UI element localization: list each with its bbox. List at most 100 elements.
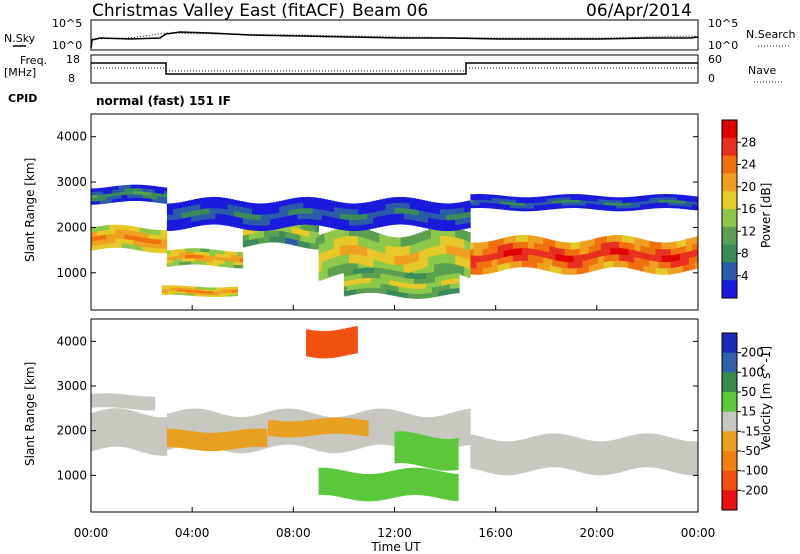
echo-cell [239, 444, 244, 449]
colorbar-tick-label: 200 [741, 346, 764, 360]
echo-cell [458, 247, 462, 257]
echo-cell [227, 257, 231, 262]
echo-cell [555, 197, 559, 201]
echo-cell [356, 422, 360, 426]
echo-cell [339, 334, 343, 341]
echo-cell [395, 271, 399, 277]
echo-cell [391, 424, 395, 432]
echo-cell [350, 274, 354, 281]
echo-cell [309, 224, 313, 232]
echo-cell [361, 227, 365, 238]
echo-cell [358, 433, 362, 442]
echo-cell [295, 430, 299, 435]
echo-cell [582, 459, 587, 467]
echo-cell [385, 416, 389, 424]
echo-cell [355, 441, 359, 450]
echo-cell [506, 255, 511, 263]
echo-cell [118, 198, 122, 202]
echo-cell [664, 255, 668, 262]
echo-cell [315, 435, 319, 444]
echo-cell [606, 199, 611, 203]
echo-cell [446, 472, 450, 479]
echo-cell [664, 261, 668, 269]
echo-cell [157, 248, 162, 254]
echo-cell [283, 421, 287, 425]
echo-cell [225, 294, 229, 297]
echo-cell [124, 188, 128, 192]
echo-cell [646, 453, 650, 461]
echo-cell [546, 198, 550, 202]
echo-cell [176, 224, 180, 231]
echo-cell [213, 294, 217, 297]
echo-cell [600, 207, 605, 211]
echo-cell [567, 196, 571, 200]
echo-cell [425, 287, 430, 294]
echo-cell [112, 396, 116, 400]
echo-cell [115, 415, 119, 424]
echo-cell [356, 288, 360, 294]
echo-cell [239, 436, 244, 441]
echo-cell [664, 267, 668, 275]
echo-cell [558, 200, 562, 204]
echo-cell [352, 477, 356, 484]
colorbar-tick-label: 100 [741, 365, 764, 379]
echo-cell [336, 223, 341, 230]
echo-cell [406, 420, 410, 429]
echo-cell [661, 448, 665, 456]
echo-cell [649, 433, 653, 441]
echo-cell [106, 416, 110, 425]
echo-cell [427, 217, 432, 224]
echo-cell [441, 290, 445, 296]
echo-cell [142, 228, 146, 234]
cpid-label: CPID [8, 92, 37, 105]
echo-cell [398, 286, 402, 293]
echo-cell [343, 427, 348, 431]
echo-cell [327, 249, 332, 260]
echo-cell [600, 204, 605, 208]
xtick-label: 16:00 [478, 526, 513, 540]
echo-cell [658, 248, 662, 256]
echo-cell [130, 230, 134, 236]
echo-cell [309, 434, 313, 442]
echo-cell [166, 225, 171, 231]
echo-cell [203, 261, 207, 265]
echo-cell [145, 415, 149, 424]
echo-cell [228, 290, 232, 293]
echo-cell [139, 398, 143, 402]
echo-cell [600, 201, 605, 205]
echo-cell [355, 263, 359, 273]
echo-cell [388, 208, 392, 215]
echo-cell [392, 280, 396, 286]
echo-cell [540, 250, 544, 257]
echo-cell [242, 443, 247, 448]
echo-cell [194, 435, 198, 440]
echo-cell [415, 416, 420, 424]
echo-cell [446, 421, 450, 429]
echo-cell [446, 445, 450, 452]
echo-cell [476, 242, 480, 250]
echo-cell [176, 425, 180, 433]
echo-cell [515, 202, 520, 206]
echo-cell [347, 280, 351, 286]
echo-cell [169, 225, 174, 231]
echo-cell [525, 235, 529, 242]
echo-cell [606, 205, 611, 209]
echo-cell [227, 254, 231, 259]
echo-cell [430, 223, 435, 230]
echo-cell [452, 451, 456, 458]
echo-cell [163, 432, 168, 441]
echo-cell [148, 233, 153, 239]
echo-cell [430, 437, 435, 444]
echo-cell [103, 200, 107, 204]
echo-cell [394, 255, 398, 265]
echo-cell [359, 425, 363, 430]
echo-cell [324, 445, 329, 453]
echo-cell [295, 421, 299, 425]
echo-cell [352, 488, 356, 495]
echo-cell [342, 334, 346, 340]
echo-cell [124, 394, 128, 398]
echo-cell [591, 441, 596, 449]
echo-cell [570, 194, 574, 198]
echo-cell [579, 458, 583, 466]
echo-cell [603, 207, 608, 211]
